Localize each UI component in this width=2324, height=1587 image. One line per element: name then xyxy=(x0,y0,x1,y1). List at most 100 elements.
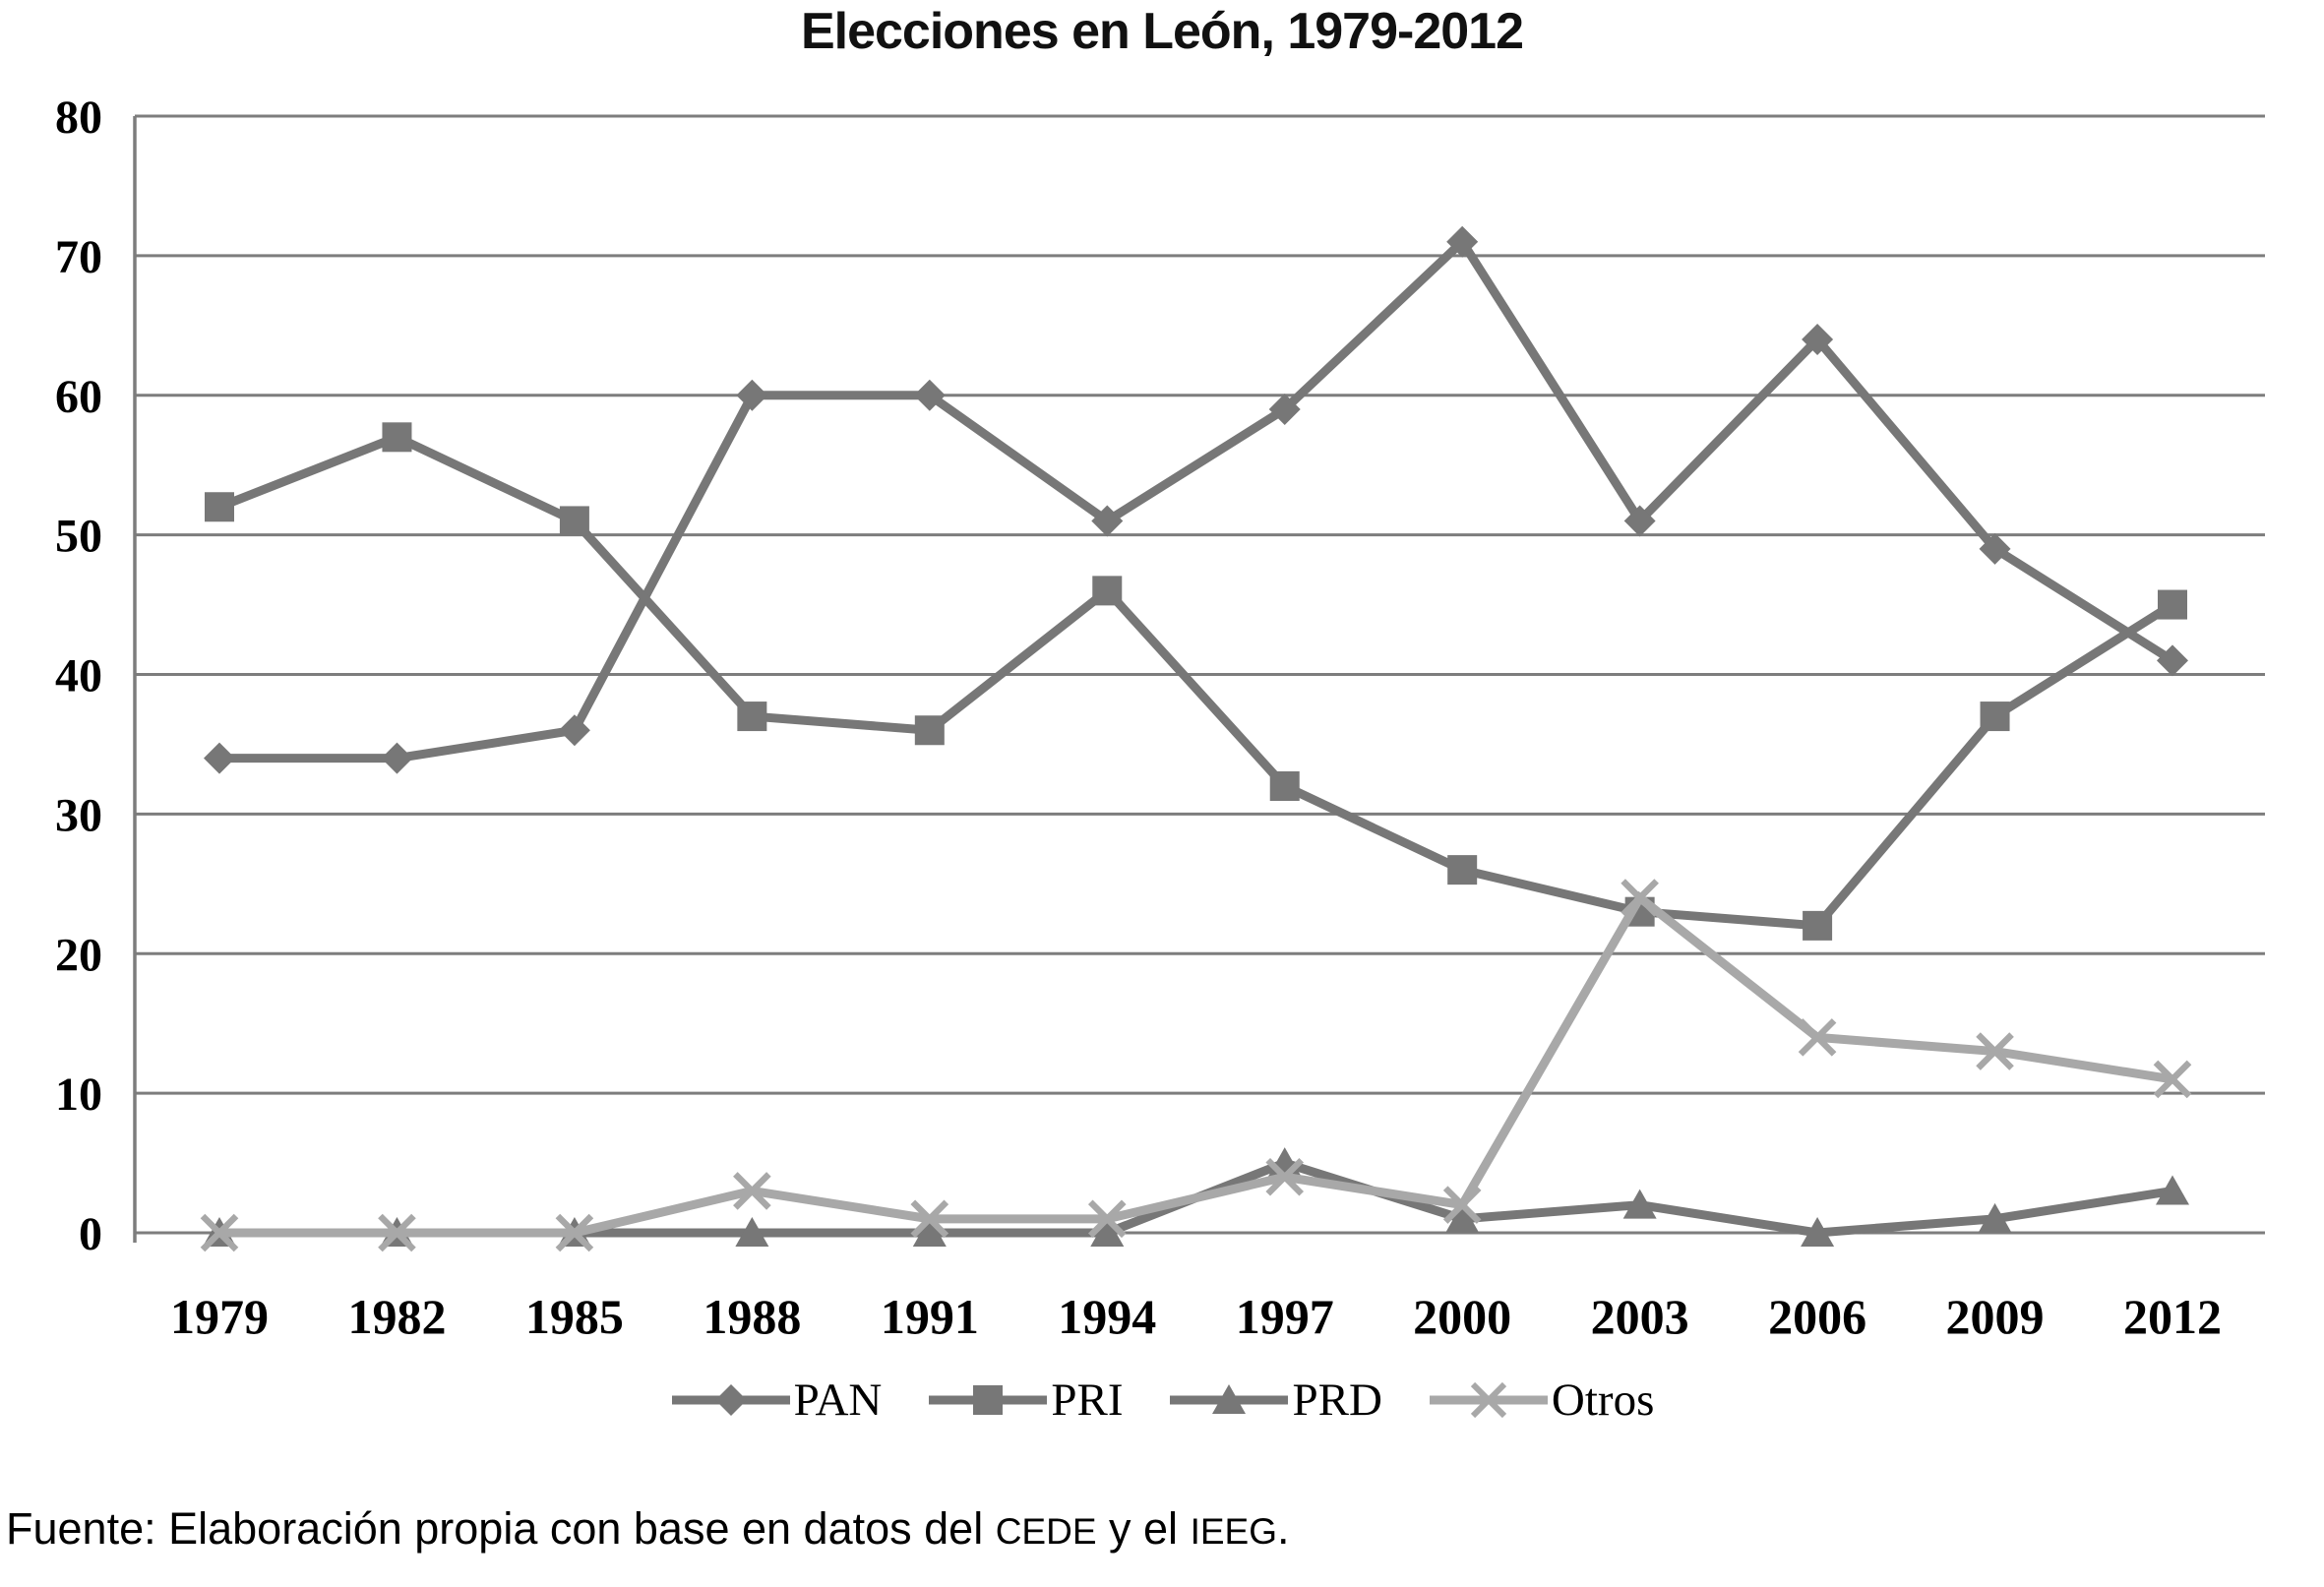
legend-item-pri: PRI xyxy=(927,1373,1123,1427)
x-marker-stroke xyxy=(910,1199,949,1239)
y-axis-tick-label: 40 xyxy=(55,650,102,702)
x-marker-stroke xyxy=(1976,1032,2014,1070)
series-pan-marker xyxy=(913,379,946,411)
series-prd-marker xyxy=(1090,1217,1125,1247)
series-prd-marker xyxy=(912,1217,947,1247)
series-pan-marker xyxy=(381,742,413,774)
source-note-suffix: . xyxy=(1276,1503,1290,1554)
series-prd-marker xyxy=(1622,1189,1657,1219)
legend-marker-x xyxy=(1470,1381,1507,1419)
series-pan-marker xyxy=(2157,644,2188,677)
series-pri-marker xyxy=(559,506,589,536)
series-otros-marker xyxy=(1265,1157,1305,1196)
series-otros-marker xyxy=(1798,1018,1837,1057)
x-axis-tick-label: 1985 xyxy=(525,1289,624,1344)
series-prd-marker xyxy=(1801,1217,1835,1247)
series-otros-line xyxy=(219,890,2173,1238)
series-pan-marker xyxy=(1268,393,1301,425)
chart-legend: PAN PRI PRD Otros xyxy=(0,1373,2324,1427)
y-axis-tick-label: 10 xyxy=(55,1068,102,1121)
y-axis-tick-label: 30 xyxy=(55,789,102,841)
source-note-prefix: Fuente: Elaboración propia con base en d… xyxy=(6,1503,996,1554)
series-otros-marker xyxy=(1621,879,1659,917)
series-pan-marker xyxy=(204,742,235,774)
x-axis-tick-label: 2000 xyxy=(1413,1289,1511,1344)
series-pan-marker xyxy=(1623,505,1656,537)
series-prd-marker xyxy=(2156,1175,2189,1205)
x-marker-stroke xyxy=(1621,879,1659,917)
x-marker-stroke xyxy=(1265,1157,1305,1196)
x-marker-stroke xyxy=(2153,1060,2192,1099)
y-axis-tick-label: 80 xyxy=(55,92,102,144)
legend-marker-diamond xyxy=(714,1384,747,1416)
series-pri-marker xyxy=(1269,771,1300,801)
series-pan-marker xyxy=(1802,324,1834,355)
y-axis-tick-label: 0 xyxy=(79,1208,102,1260)
series-otros-marker xyxy=(1442,1186,1482,1224)
line-chart: 0 10 20 30 40 50 60 70 80 1979 1982 1985 1988 1991 199… xyxy=(55,92,2265,1344)
x-axis-tick-label: 1988 xyxy=(703,1289,801,1344)
legend-label: Otros xyxy=(1551,1374,1655,1426)
x-marker-stroke xyxy=(378,1213,416,1252)
series-pan xyxy=(204,225,2188,774)
series-otros-marker xyxy=(555,1213,594,1252)
series-otros-marker xyxy=(2153,1060,2192,1099)
legend-label: PRD xyxy=(1292,1374,1382,1426)
series-prd-marker xyxy=(735,1217,769,1247)
y-axis-tick-label: 20 xyxy=(55,929,102,981)
series-pri-marker xyxy=(2158,589,2187,620)
legend-swatch-pri xyxy=(929,1385,1048,1415)
series-pri-marker xyxy=(1803,910,1833,941)
series-pri-line xyxy=(217,432,2175,931)
series-pri-marker xyxy=(1980,702,2010,732)
series-pan-marker xyxy=(1091,505,1124,537)
legend-swatch-pan xyxy=(671,1384,790,1416)
series-otros-marker xyxy=(733,1172,771,1210)
series-pan-marker xyxy=(736,379,768,411)
x-marker-stroke xyxy=(1087,1199,1127,1239)
series-otros-marker xyxy=(1976,1032,2014,1070)
legend-item-otros: Otros xyxy=(1428,1373,1654,1427)
series-pri-marker xyxy=(737,702,767,732)
series-pan-marker xyxy=(558,714,590,747)
x-marker-stroke xyxy=(555,1213,594,1252)
legend-item-pan: PAN xyxy=(670,1373,883,1427)
series-pri-marker xyxy=(205,492,234,522)
series-prd-marker xyxy=(1445,1202,1480,1233)
legend-swatch-otros xyxy=(1429,1381,1548,1419)
source-note-middle: y el xyxy=(1096,1503,1191,1554)
x-axis-tick-label: 1997 xyxy=(1236,1289,1334,1344)
series-otros-marker xyxy=(1087,1199,1127,1239)
y-axis-tick-label: 70 xyxy=(55,231,102,283)
x-axis-tick-label: 1982 xyxy=(347,1289,446,1344)
series-otros xyxy=(200,879,2192,1252)
series-pri-marker xyxy=(382,422,412,453)
x-axis-tick-label: 2006 xyxy=(1768,1289,1866,1344)
x-marker-stroke xyxy=(200,1213,239,1252)
source-org-ieeg: IEEG xyxy=(1190,1511,1277,1552)
series-pri-marker xyxy=(1092,576,1123,606)
series-otros-marker xyxy=(910,1199,949,1239)
series-pri-marker xyxy=(1447,855,1478,885)
series-pan-line xyxy=(219,234,2175,763)
legend-swatch-prd xyxy=(1170,1384,1289,1414)
series-pan-marker xyxy=(1979,532,2011,565)
legend-label: PRI xyxy=(1051,1374,1124,1426)
x-axis-tick-label: 2009 xyxy=(1946,1289,2045,1344)
series-pri xyxy=(205,422,2187,941)
x-marker-stroke xyxy=(1442,1186,1482,1224)
x-marker-stroke xyxy=(733,1172,771,1210)
legend-label: PAN xyxy=(793,1374,883,1426)
series-pri-marker xyxy=(914,715,945,746)
x-axis-tick-label: 2012 xyxy=(2123,1289,2222,1344)
series-prd-marker xyxy=(1978,1202,2012,1233)
x-axis-tick-label: 1994 xyxy=(1058,1289,1156,1344)
series-pan-marker xyxy=(1446,225,1479,258)
y-axis-tick-label: 60 xyxy=(55,371,102,423)
source-org-cede: CEDE xyxy=(995,1511,1097,1552)
legend-item-prd: PRD xyxy=(1168,1373,1382,1427)
source-note: Fuente: Elaboración propia con base en d… xyxy=(6,1503,1290,1555)
x-axis-tick-label: 1991 xyxy=(881,1289,979,1344)
x-marker-stroke xyxy=(1798,1018,1837,1057)
